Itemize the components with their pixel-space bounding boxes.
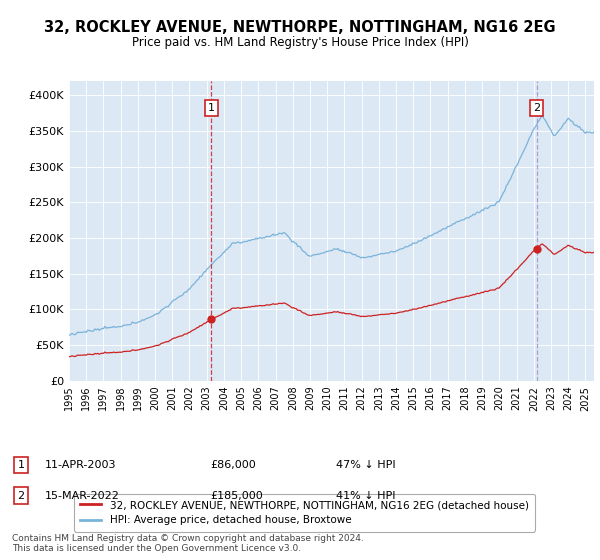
Text: 32, ROCKLEY AVENUE, NEWTHORPE, NOTTINGHAM, NG16 2EG: 32, ROCKLEY AVENUE, NEWTHORPE, NOTTINGHA… [44, 20, 556, 35]
Legend: 32, ROCKLEY AVENUE, NEWTHORPE, NOTTINGHAM, NG16 2EG (detached house), HPI: Avera: 32, ROCKLEY AVENUE, NEWTHORPE, NOTTINGHA… [74, 494, 535, 531]
Text: £185,000: £185,000 [210, 491, 263, 501]
Text: 2: 2 [17, 491, 25, 501]
Text: Price paid vs. HM Land Registry's House Price Index (HPI): Price paid vs. HM Land Registry's House … [131, 36, 469, 49]
Text: 11-APR-2003: 11-APR-2003 [45, 460, 116, 470]
Text: 2: 2 [533, 103, 540, 113]
Text: 15-MAR-2022: 15-MAR-2022 [45, 491, 120, 501]
Text: 47% ↓ HPI: 47% ↓ HPI [336, 460, 395, 470]
Text: 41% ↓ HPI: 41% ↓ HPI [336, 491, 395, 501]
Text: £86,000: £86,000 [210, 460, 256, 470]
Text: 1: 1 [17, 460, 25, 470]
Text: Contains HM Land Registry data © Crown copyright and database right 2024.
This d: Contains HM Land Registry data © Crown c… [12, 534, 364, 553]
Text: 1: 1 [208, 103, 215, 113]
